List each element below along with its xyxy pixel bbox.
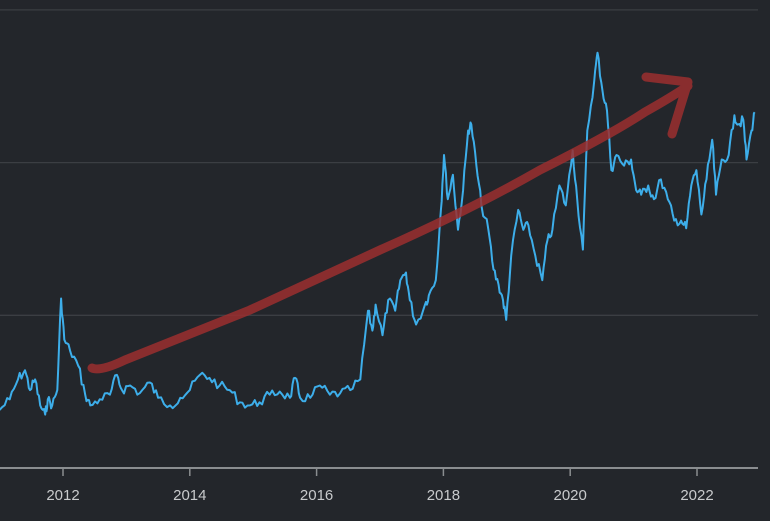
trend-arrow-head [641, 72, 693, 139]
x-tick-label: 2014 [173, 487, 206, 504]
x-tick-label: 2012 [46, 487, 79, 504]
trend-arrow-annotation [87, 72, 693, 374]
x-tick-label: 2018 [427, 487, 460, 504]
x-tick-label: 2022 [680, 487, 713, 504]
x-tick-label: 2016 [300, 487, 333, 504]
x-tick-label: 2020 [554, 487, 587, 504]
trend-arrow-shaft [87, 81, 693, 374]
series-line [0, 51, 756, 416]
